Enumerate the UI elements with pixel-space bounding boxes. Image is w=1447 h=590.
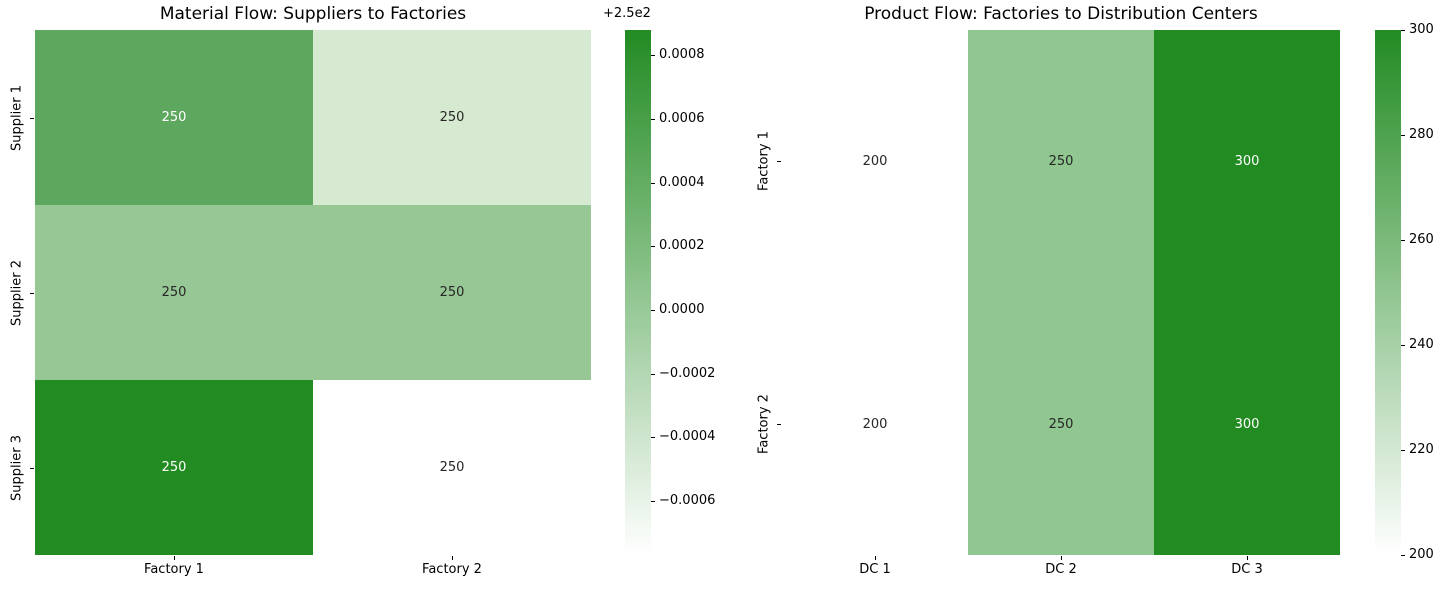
cell-value: 300 bbox=[1234, 154, 1260, 169]
col-tick-label: Factory 1 bbox=[144, 562, 204, 577]
colorbar-tick-label: 220 bbox=[1409, 442, 1434, 457]
colorbar-tick-label: 0.0006 bbox=[659, 111, 705, 126]
col-tick-label: DC 2 bbox=[1045, 562, 1077, 577]
y-tick-mark bbox=[30, 118, 34, 119]
row-tick-label: Supplier 2 bbox=[9, 260, 25, 326]
heatmap-cell: 250 bbox=[313, 205, 591, 380]
cell-value: 250 bbox=[161, 285, 187, 300]
colorbar-tick-mark bbox=[651, 246, 655, 247]
heatmap-cell: 250 bbox=[968, 293, 1154, 555]
colorbar-gradient bbox=[625, 30, 651, 555]
heatmap-cell: 250 bbox=[968, 30, 1154, 293]
colorbar-tick-label: −0.0006 bbox=[659, 493, 716, 508]
left-chart-title: Material Flow: Suppliers to Factories bbox=[159, 4, 467, 24]
heatmap-cell: 200 bbox=[782, 293, 968, 555]
cell-value: 200 bbox=[862, 416, 888, 432]
colorbar-tick-mark bbox=[1401, 135, 1405, 136]
row-tick-label: Factory 2 bbox=[756, 394, 772, 454]
y-tick-mark bbox=[777, 161, 781, 162]
heatmap-cell: 250 bbox=[35, 380, 313, 555]
heatmap-cell: 250 bbox=[35, 30, 313, 205]
x-tick-mark bbox=[875, 556, 876, 560]
heatmap-cell: 250 bbox=[35, 205, 313, 380]
col-tick-label: Factory 2 bbox=[422, 562, 482, 577]
colorbar-tick-label: 260 bbox=[1409, 232, 1434, 247]
x-tick-mark bbox=[174, 556, 175, 560]
colorbar-tick-mark bbox=[651, 119, 655, 120]
x-tick-mark bbox=[452, 556, 453, 560]
col-tick-label: DC 3 bbox=[1231, 562, 1263, 577]
row-tick-label: Supplier 1 bbox=[9, 85, 25, 151]
colorbar-tick-label: −0.0004 bbox=[659, 429, 716, 444]
y-tick-mark bbox=[30, 293, 34, 294]
cell-value: 250 bbox=[1048, 416, 1074, 432]
heatmap-cell: 250 bbox=[313, 380, 591, 555]
colorbar-gradient bbox=[1375, 30, 1401, 555]
colorbar-tick-mark bbox=[651, 437, 655, 438]
colorbar-tick-label: 280 bbox=[1409, 127, 1434, 142]
heatmap-cell: 300 bbox=[1154, 293, 1340, 555]
y-tick-mark bbox=[777, 424, 781, 425]
colorbar-tick-label: 0.0002 bbox=[659, 238, 705, 253]
colorbar-tick-mark bbox=[1401, 240, 1405, 241]
heatmap-cell: 200 bbox=[782, 30, 968, 293]
right-chart-title: Product Flow: Factories to Distribution … bbox=[864, 4, 1258, 24]
colorbar-tick-label: 240 bbox=[1409, 337, 1434, 352]
x-tick-mark bbox=[1061, 556, 1062, 560]
y-tick-mark bbox=[30, 468, 34, 469]
colorbar-tick-mark bbox=[651, 310, 655, 311]
cell-value: 250 bbox=[161, 110, 187, 125]
heatmap-cell: 250 bbox=[313, 30, 591, 205]
colorbar-tick-label: −0.0002 bbox=[659, 366, 716, 381]
col-tick-label: DC 1 bbox=[859, 562, 891, 577]
cell-value: 200 bbox=[862, 154, 888, 169]
colorbar-tick-mark bbox=[651, 374, 655, 375]
row-tick-label: Supplier 3 bbox=[9, 435, 25, 501]
row-tick-label: Factory 1 bbox=[756, 131, 772, 191]
colorbar-tick-label: 0.0000 bbox=[659, 302, 705, 317]
cell-value: 250 bbox=[439, 285, 465, 300]
colorbar-tick-mark bbox=[1401, 345, 1405, 346]
colorbar-tick-label: 300 bbox=[1409, 22, 1434, 37]
colorbar-tick-label: 0.0004 bbox=[659, 175, 705, 190]
cell-value: 250 bbox=[1048, 154, 1074, 169]
colorbar-tick-label: 200 bbox=[1409, 547, 1434, 562]
cell-value: 300 bbox=[1234, 416, 1260, 432]
colorbar-offset-label: +2.5e2 bbox=[603, 6, 651, 21]
x-tick-mark bbox=[1247, 556, 1248, 560]
cell-value: 250 bbox=[439, 460, 465, 475]
cell-value: 250 bbox=[161, 460, 187, 475]
colorbar-tick-mark bbox=[651, 183, 655, 184]
colorbar-tick-mark bbox=[1401, 30, 1405, 31]
colorbar-tick-mark bbox=[1401, 450, 1405, 451]
colorbar-tick-mark bbox=[651, 501, 655, 502]
colorbar-tick-mark bbox=[651, 55, 655, 56]
cell-value: 250 bbox=[439, 110, 465, 125]
colorbar-tick-label: 0.0008 bbox=[659, 47, 705, 62]
heatmap-cell: 300 bbox=[1154, 30, 1340, 293]
colorbar-tick-mark bbox=[1401, 555, 1405, 556]
